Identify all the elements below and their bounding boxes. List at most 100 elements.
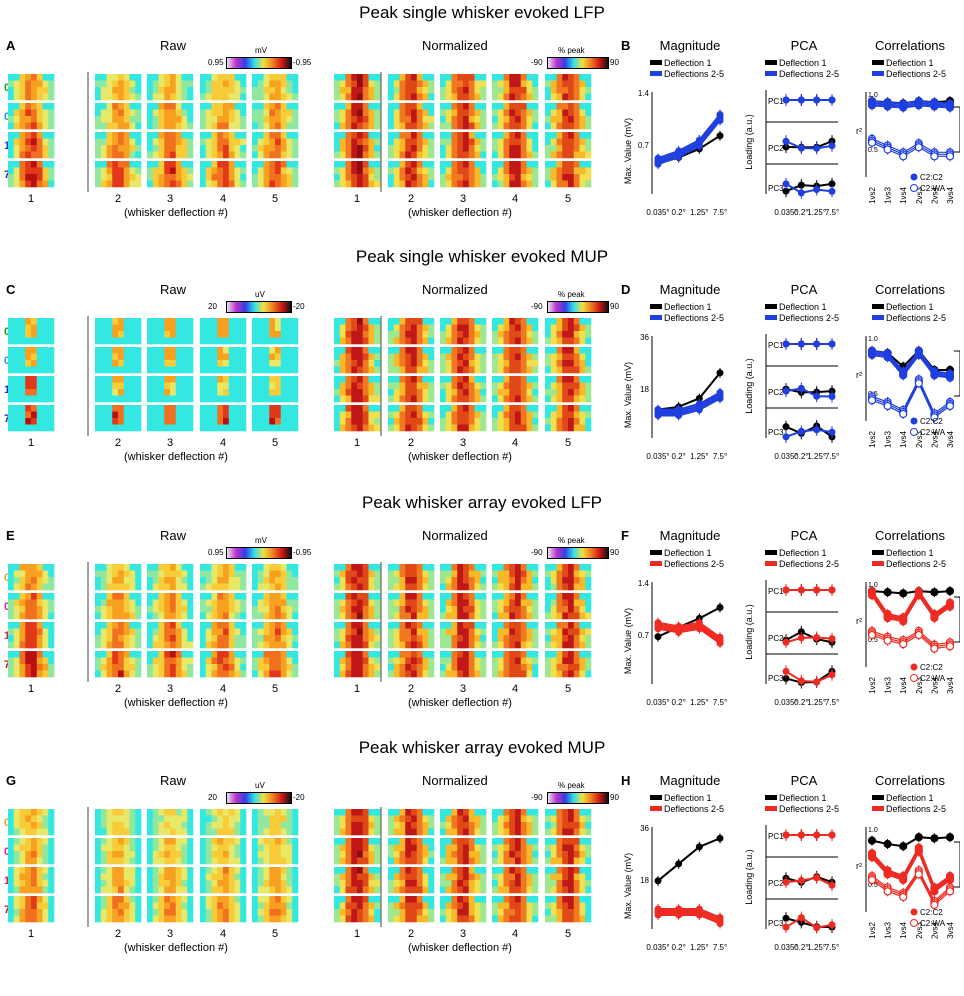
heatmap-cell: [19, 376, 26, 383]
heatmap-cell: [463, 80, 470, 88]
heatmap-cell: [550, 331, 557, 338]
heatmap-cell: [25, 583, 32, 591]
heatmap-cell: [123, 593, 130, 600]
heatmap-cell: [257, 382, 264, 390]
heatmap-cell: [585, 145, 592, 152]
corr-legend-c2wa: C2:WA: [920, 184, 946, 193]
heatmap-cell: [339, 331, 346, 338]
heatmap-cell: [175, 103, 182, 110]
heatmap-cell: [223, 347, 230, 354]
heatmap-cell: [211, 411, 218, 419]
heatmap-cell: [515, 360, 522, 367]
heatmap-cell: [25, 138, 32, 146]
heatmap-cell: [545, 138, 552, 146]
heatmap-cell: [422, 641, 429, 649]
heatmap-cell: [503, 80, 510, 88]
heatmap-cell: [147, 651, 154, 658]
heatmap-cell: [562, 366, 569, 374]
normalized-heatmap-tile: [545, 564, 592, 591]
heatmap-cell: [129, 382, 136, 390]
heatmap-cell: [8, 815, 15, 823]
heatmap-cell: [170, 641, 177, 649]
heatmap-cell: [440, 583, 447, 591]
heatmap-cell: [164, 80, 171, 88]
heatmap-cell: [428, 337, 435, 345]
heatmap-cell: [339, 577, 346, 584]
heatmap-cell: [440, 382, 447, 390]
heatmap-cell: [451, 628, 458, 636]
heatmap-cell: [411, 122, 418, 130]
heatmap-cell: [440, 337, 447, 345]
heatmap-cell: [545, 174, 552, 181]
heatmap-cell: [152, 606, 159, 613]
heatmap-cell: [19, 411, 26, 419]
heatmap-cell: [292, 138, 299, 146]
heatmap-cell: [440, 180, 447, 188]
heatmap-cell: [164, 138, 171, 146]
heatmap-cell: [8, 167, 15, 175]
heatmap-cell: [351, 353, 358, 361]
heatmap-cell: [42, 424, 49, 432]
corr-legend-c2c2: C2:C2: [920, 417, 943, 426]
heatmap-cell: [95, 651, 102, 658]
heatmap-cell: [112, 353, 119, 361]
heatmap-cell: [492, 174, 499, 181]
pca-row-label: PC1: [768, 97, 784, 106]
heatmap-cell: [357, 577, 364, 584]
heatmap-cell: [388, 74, 395, 81]
heatmap-cell: [573, 74, 580, 81]
heatmap-cell: [405, 612, 412, 620]
heatmap-cell: [393, 353, 400, 361]
heatmap-cell: [411, 583, 418, 591]
heatmap-cell: [223, 418, 230, 425]
deflection-label-raw: 5: [272, 193, 279, 205]
heatmap-cell: [106, 822, 113, 829]
heatmap-cell: [31, 80, 38, 88]
magnitude-ylabel: Max. Value (mV): [623, 362, 633, 428]
heatmap-cell: [158, 664, 165, 671]
heatmap-cell: [13, 564, 20, 571]
heatmap-cell: [568, 331, 575, 338]
heatmap-cell: [480, 353, 487, 361]
heatmap-cell: [48, 80, 55, 88]
heatmap-cell: [368, 366, 375, 374]
heatmap-cell: [497, 395, 504, 403]
heatmap-cell: [416, 389, 423, 396]
heatmap-cell: [556, 331, 563, 338]
heatmap-cell: [200, 347, 207, 354]
heatmap-cell: [42, 151, 49, 159]
heatmap-cell: [95, 132, 102, 139]
heatmap-cell: [492, 570, 499, 578]
heatmap-cell: [526, 405, 533, 412]
norm-colorbar-max: 90: [610, 302, 619, 311]
heatmap-cell: [240, 145, 247, 152]
heatmap-cell: [31, 651, 38, 658]
heatmap-cell: [25, 376, 32, 383]
heatmap-cell: [334, 635, 341, 642]
heatmap-cell: [399, 606, 406, 613]
heatmap-cell: [463, 366, 470, 374]
heatmap-cell: [457, 424, 464, 432]
heatmap-cell: [416, 103, 423, 110]
heatmap-cell: [200, 622, 207, 629]
heatmap-cell: [158, 138, 165, 146]
pca-xtick: 7.5°: [825, 698, 839, 707]
heatmap-cell: [351, 382, 358, 390]
heatmap-cell: [474, 103, 481, 110]
heatmap-cell: [579, 570, 586, 578]
heatmap-cell: [13, 376, 20, 383]
heatmap-cell: [181, 87, 188, 94]
heatmap-cell: [405, 347, 412, 354]
heatmap-cell: [550, 382, 557, 390]
heatmap-cell: [445, 161, 452, 168]
heatmap-cell: [445, 395, 452, 403]
heatmap-cell: [416, 116, 423, 123]
heatmap-cell: [463, 570, 470, 578]
heatmap-cell: [520, 657, 527, 665]
pca-point: [828, 586, 836, 594]
heatmap-cell: [339, 116, 346, 123]
heatmap-cell: [106, 612, 113, 620]
heatmap-cell: [269, 405, 276, 412]
heatmap-cell: [42, 122, 49, 130]
legend-label-deflections: Deflections 2-5: [886, 559, 946, 569]
